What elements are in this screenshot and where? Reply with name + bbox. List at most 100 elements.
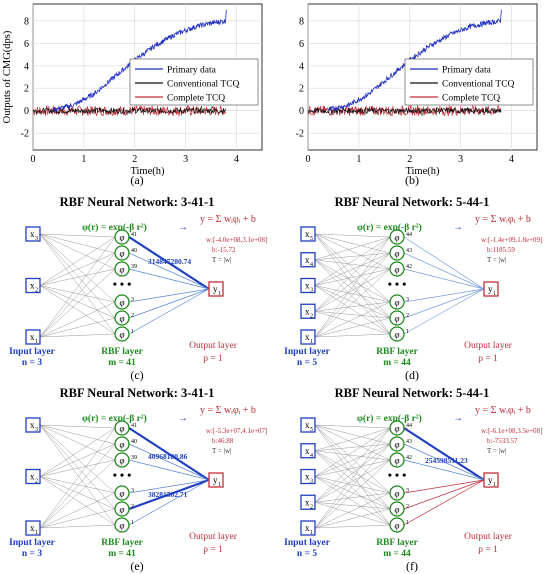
rbf-node-subscript: 44 — [406, 232, 412, 238]
x-axis-label: Time(h) — [130, 166, 165, 177]
primary-data-line — [53, 9, 227, 113]
output-layer-label: Output layer — [189, 341, 238, 351]
rbf-node-subscript: 1 — [406, 520, 409, 526]
input-connection — [314, 259, 391, 270]
output-node-label: y — [213, 284, 218, 294]
input-node — [25, 468, 41, 485]
panel-caption: (d) — [405, 368, 419, 382]
y-tick-label: -2 — [296, 129, 304, 140]
rbf-node — [389, 229, 405, 245]
output-equation: y = Σ wᵢφᵢ + b — [475, 405, 531, 416]
input-node-subscript: 3 — [35, 427, 38, 433]
input-connection — [314, 424, 391, 494]
input-connection — [39, 268, 116, 286]
output-connection — [128, 288, 210, 319]
rbf-node — [389, 261, 405, 277]
network-title: RBF Neural Network: 3-41-1 — [60, 195, 215, 209]
y-tick-label: 0 — [299, 106, 304, 117]
rbf-equation: φ(r) = exp(-β r²) — [357, 222, 422, 233]
y-tick-label: 4 — [24, 61, 29, 72]
input-node-label: x — [305, 306, 310, 316]
rbf-node — [389, 436, 405, 452]
input-connection — [314, 311, 391, 335]
input-connection — [314, 502, 391, 526]
output-connection — [128, 479, 210, 526]
input-connection — [314, 459, 391, 503]
input-node — [300, 443, 316, 459]
rbf-count-label: m = 41 — [108, 358, 136, 368]
output-node — [483, 281, 499, 297]
legend-entry: Complete TCQ — [442, 94, 500, 104]
input-connection — [314, 502, 391, 510]
input-connection — [39, 476, 116, 494]
rbf-node-subscript: 44 — [406, 423, 412, 429]
input-connection — [314, 443, 391, 529]
input-connection — [314, 424, 391, 510]
input-connection — [39, 233, 116, 254]
weight-label: 40968180.86 — [148, 452, 188, 461]
input-layer-label: Input layer — [284, 538, 330, 548]
threshold-text: T = |w| — [487, 447, 506, 455]
y-axis-label: Outputs of CMG(dps) — [2, 30, 13, 123]
output-count-label: p = 1 — [478, 354, 498, 364]
primary-data-line — [327, 9, 502, 112]
phi-icon: φ — [395, 233, 400, 243]
rbf-node — [389, 294, 405, 310]
output-connection — [403, 288, 485, 335]
input-node — [300, 252, 316, 268]
input-connection — [39, 233, 116, 335]
rbf-node — [114, 501, 130, 517]
output-node-label: y — [488, 475, 493, 485]
rbf-layer-label: RBF layer — [101, 347, 143, 357]
input-node-subscript: 1 — [35, 339, 38, 345]
phi-icon: φ — [395, 314, 400, 324]
phi-icon: φ — [395, 521, 400, 531]
chart-a: 8 6 4 2 0 -2 0 1 2 3 4 Time(h) Outputs of CMG(dps) Pr… — [2, 3, 263, 187]
threshold-text: T = |w| — [487, 256, 506, 264]
rbf-layer-label: RBF layer — [376, 538, 418, 548]
input-connection — [39, 252, 116, 286]
input-connection — [39, 285, 116, 319]
rbf-node-subscript: 43 — [406, 248, 412, 254]
rbf-node-subscript: 3 — [131, 297, 134, 303]
input-connection — [314, 492, 391, 503]
rbf-node — [389, 326, 405, 342]
bias-value: b:46.88 — [212, 437, 234, 445]
input-connection — [314, 459, 391, 477]
input-connection — [314, 450, 391, 526]
rbf-layer-label: RBF layer — [101, 538, 143, 548]
input-connection — [314, 427, 391, 477]
input-connection — [314, 233, 391, 335]
bias-value: b:-15.72 — [212, 246, 236, 254]
network-c: RBF Neural Network: 3-41-1 → φ(r) = exp(-β… — [9, 195, 267, 382]
x-tick-label: 3 — [458, 154, 463, 165]
phi-icon: φ — [395, 456, 400, 466]
phi-icon: φ — [395, 424, 400, 434]
input-connection — [314, 311, 391, 319]
input-connection — [39, 285, 116, 335]
panel-caption: (c) — [130, 368, 143, 382]
phi-icon: φ — [395, 489, 400, 499]
phi-icon: φ — [120, 489, 125, 499]
input-connection — [314, 268, 391, 312]
input-count-label: n = 5 — [297, 358, 317, 368]
input-node-label: x — [305, 332, 310, 342]
input-connection — [314, 492, 391, 529]
input-connection — [314, 236, 391, 260]
rbf-node-subscript: 42 — [406, 455, 412, 461]
rbf-node — [114, 452, 130, 468]
output-connection — [128, 288, 210, 303]
input-node-label: x — [305, 497, 310, 507]
rbf-node — [114, 436, 130, 452]
input-connection — [314, 285, 391, 335]
input-node-subscript: 3 — [35, 236, 38, 242]
output-layer-label: Output layer — [189, 532, 238, 542]
chart-b: 8 6 4 2 0 -2 0 1 2 3 4 Time(h) Primary data Conventio… — [296, 3, 538, 187]
output-equation: y = Σ wᵢφᵢ + b — [200, 214, 256, 225]
input-connection — [39, 233, 116, 303]
input-connection — [314, 450, 391, 510]
input-connection — [314, 450, 391, 461]
bias-value: b:-7533.57 — [487, 437, 518, 445]
output-connection — [128, 459, 210, 481]
input-connection — [39, 424, 116, 445]
